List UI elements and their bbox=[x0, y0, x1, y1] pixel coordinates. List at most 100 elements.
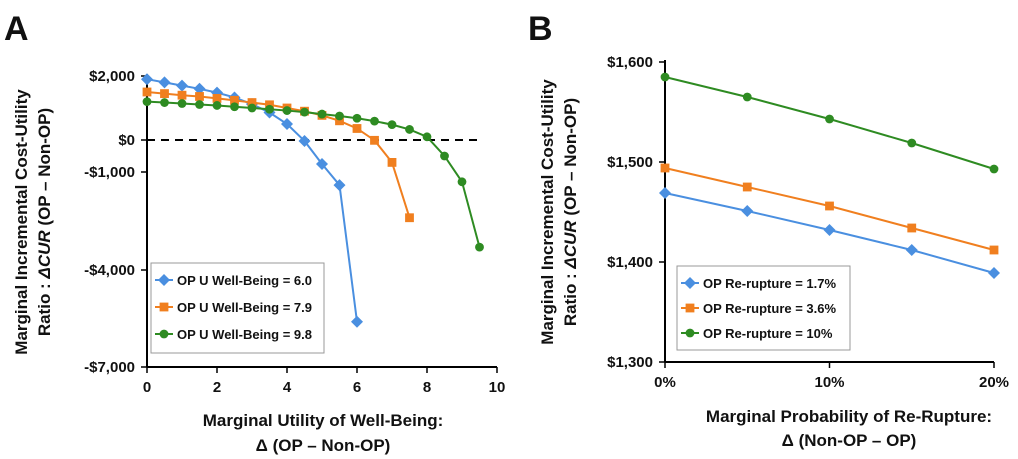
series-circle bbox=[660, 72, 999, 174]
data-point bbox=[351, 315, 363, 328]
legend-marker bbox=[158, 274, 170, 286]
data-point bbox=[158, 76, 171, 89]
data-point bbox=[988, 267, 1000, 279]
data-point bbox=[160, 89, 169, 98]
y-tick-label: $1,300 bbox=[607, 354, 653, 371]
y-axis-title: Ratio : ΔCUR (OP – Non-OP) bbox=[561, 98, 580, 326]
x-tick-label: 0 bbox=[143, 379, 151, 396]
series-diamond bbox=[659, 187, 1000, 279]
data-point bbox=[177, 99, 187, 108]
x-tick-label: 6 bbox=[353, 379, 361, 396]
x-axis-title: Δ (OP – Non-OP) bbox=[256, 436, 391, 455]
data-point bbox=[660, 72, 670, 82]
data-point bbox=[335, 111, 344, 121]
data-point bbox=[230, 95, 239, 105]
legend: OP Re-rupture = 1.7% OP Re-rupture = 3.6%… bbox=[676, 265, 851, 351]
data-point bbox=[475, 242, 484, 252]
x-axis-title: Marginal Probability of Re-Rupture: bbox=[706, 407, 992, 426]
data-point bbox=[905, 244, 918, 256]
data-point bbox=[352, 113, 362, 123]
legend-label: OP Re-rupture = 1.7% bbox=[703, 276, 836, 291]
data-point bbox=[247, 98, 257, 107]
data-point bbox=[742, 182, 752, 192]
x-tick-label: 0% bbox=[654, 374, 676, 391]
x-tick-label: 2 bbox=[213, 379, 221, 396]
x-tick-label: 10 bbox=[489, 379, 506, 396]
legend-box bbox=[676, 265, 851, 351]
data-point bbox=[317, 109, 327, 119]
series-square bbox=[660, 163, 999, 255]
legend-label: OP Re-rupture = 3.6% bbox=[703, 301, 836, 316]
data-point bbox=[440, 151, 449, 161]
data-point bbox=[387, 158, 397, 167]
legend-box bbox=[150, 262, 325, 354]
data-point bbox=[316, 158, 328, 170]
data-point bbox=[907, 223, 917, 233]
data-point bbox=[195, 92, 204, 101]
data-point bbox=[352, 124, 362, 133]
y-tick-label: $2,000 bbox=[89, 68, 135, 85]
data-point bbox=[212, 101, 222, 110]
series-line bbox=[146, 91, 411, 219]
data-point bbox=[989, 164, 999, 174]
legend: OP U Well-Being = 6.0 OP U Well-Being = 7… bbox=[150, 262, 325, 354]
panel-a-letter: A bbox=[4, 10, 29, 48]
legend-label: OP Re-rupture = 10% bbox=[703, 326, 833, 341]
data-point bbox=[142, 87, 152, 97]
y-axis-title: Marginal Incremental Cost-Utility bbox=[12, 89, 31, 355]
data-point bbox=[659, 187, 671, 199]
y-tick-label: -$1,000 bbox=[84, 164, 135, 181]
legend-marker bbox=[685, 328, 695, 338]
chart-b: $1,300 $1,400 $1,500 $1,600 0% 10% 20% OP Re-ru… bbox=[538, 54, 1009, 450]
data-point bbox=[370, 116, 379, 126]
data-point bbox=[193, 82, 206, 95]
data-point bbox=[282, 106, 292, 115]
legend-label: OP U Well-Being = 9.8 bbox=[177, 327, 312, 342]
data-point bbox=[741, 205, 754, 217]
legend-marker bbox=[159, 302, 169, 312]
legend-label: OP U Well-Being = 7.9 bbox=[177, 300, 312, 315]
data-point bbox=[422, 132, 432, 142]
data-point bbox=[177, 90, 187, 100]
data-point bbox=[230, 102, 239, 112]
y-tick-label: -$7,000 bbox=[84, 359, 135, 376]
x-tick-label: 10% bbox=[814, 374, 844, 391]
data-point bbox=[387, 120, 397, 130]
data-point bbox=[457, 177, 467, 187]
y-tick-label: -$4,000 bbox=[84, 262, 135, 279]
data-point bbox=[989, 245, 999, 255]
data-point bbox=[370, 135, 379, 145]
series-line bbox=[146, 100, 481, 248]
data-point bbox=[823, 224, 836, 236]
x-tick-label: 8 bbox=[423, 379, 431, 396]
series-square bbox=[142, 87, 414, 223]
data-point bbox=[281, 118, 293, 130]
data-point bbox=[825, 201, 834, 211]
y-axis-title: Ratio : ΔCUR (OP – Non-OP) bbox=[35, 108, 54, 336]
x-axis-title: Marginal Utility of Well-Being: bbox=[203, 411, 444, 430]
data-point bbox=[212, 94, 222, 103]
x-tick-label: 4 bbox=[283, 379, 292, 396]
data-point bbox=[660, 163, 670, 173]
data-point bbox=[195, 100, 204, 109]
legend-marker bbox=[684, 277, 696, 289]
data-point bbox=[742, 92, 752, 102]
data-point bbox=[298, 134, 311, 147]
data-point bbox=[176, 79, 188, 92]
data-point bbox=[265, 104, 274, 114]
panel-b-letter: B bbox=[528, 10, 553, 48]
y-tick-label: $1,500 bbox=[607, 154, 653, 171]
data-point bbox=[142, 97, 152, 106]
data-point bbox=[405, 213, 414, 223]
legend-marker bbox=[685, 303, 695, 313]
data-point bbox=[265, 100, 274, 110]
data-point bbox=[907, 138, 917, 148]
y-tick-label: $1,400 bbox=[607, 254, 653, 271]
series-circle bbox=[142, 97, 484, 252]
x-axis-title: Δ (Non-OP – OP) bbox=[782, 431, 917, 450]
data-point bbox=[825, 114, 834, 124]
data-point bbox=[405, 125, 414, 134]
y-tick-label: $0 bbox=[118, 132, 135, 149]
data-point bbox=[300, 107, 309, 117]
